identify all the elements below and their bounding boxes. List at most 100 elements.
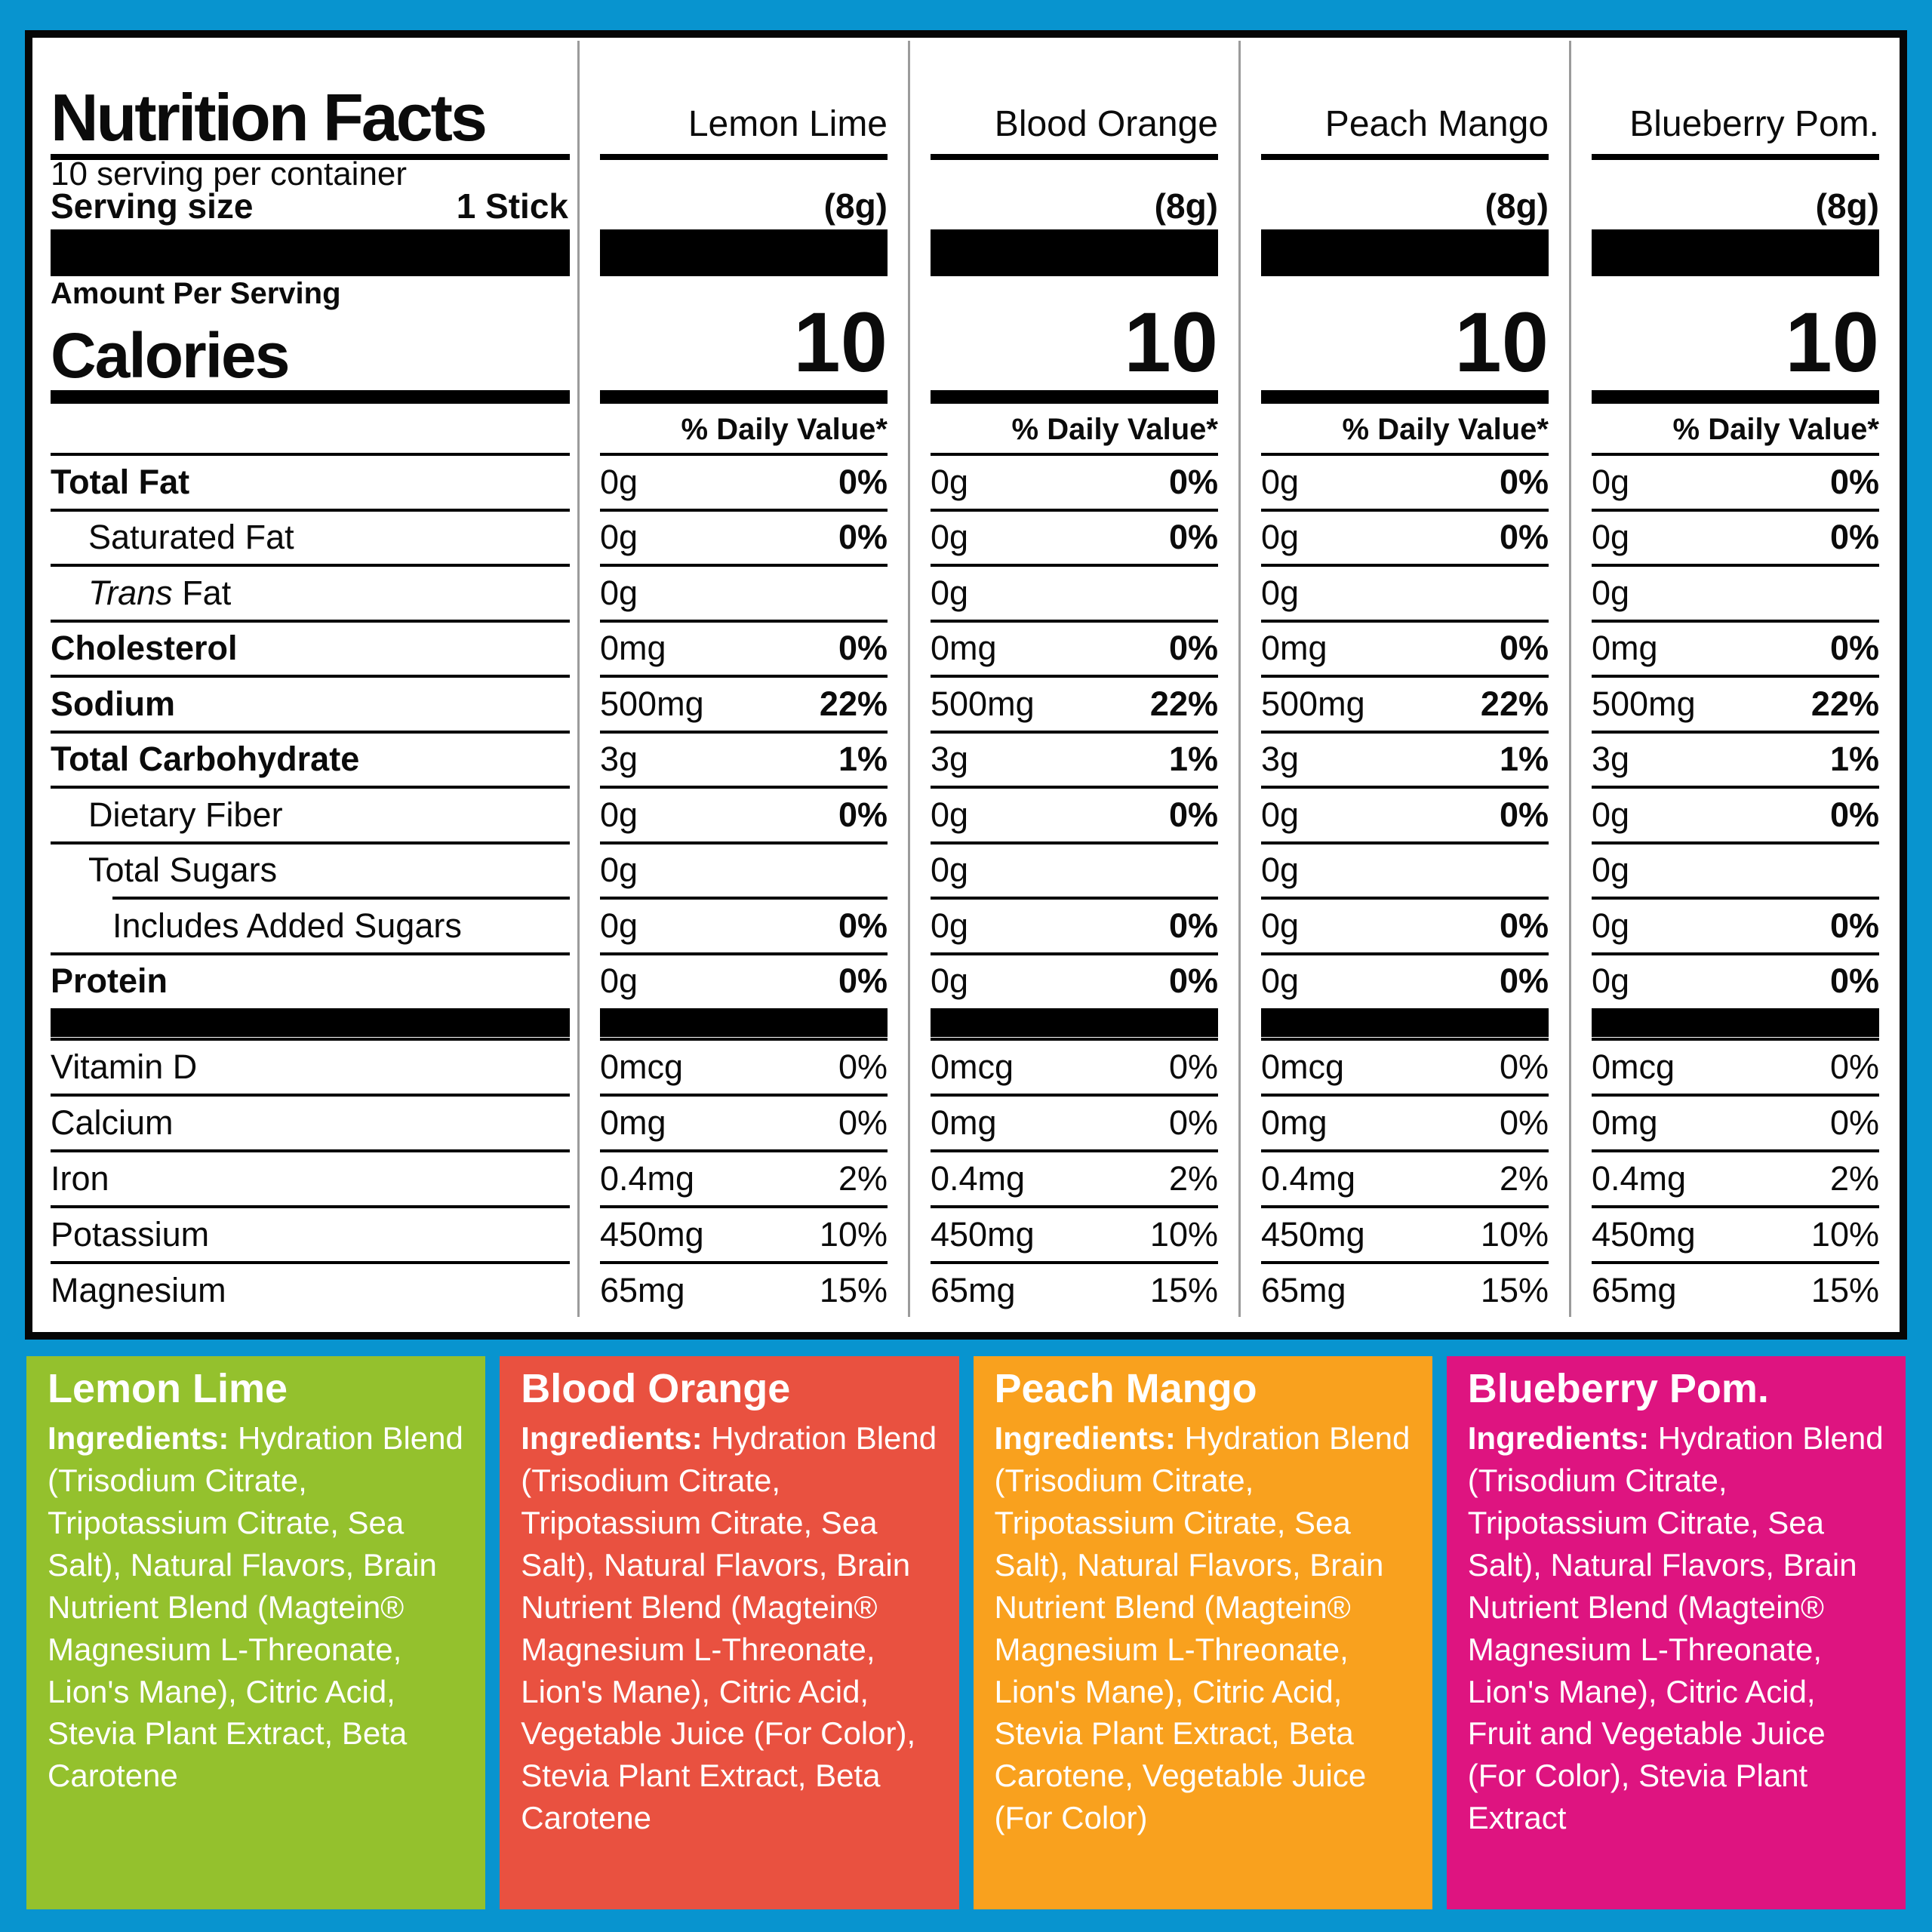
vitamin-daily-value: 10% bbox=[819, 1215, 888, 1254]
nutrient-row-sodium: 500mg 22% bbox=[600, 675, 888, 731]
serving-weight-row: (8g) bbox=[1571, 186, 1900, 226]
nutrient-row-sodium: 500mg 22% bbox=[931, 675, 1218, 731]
nutrient-row-trans-fat: 0g bbox=[931, 564, 1218, 620]
thick-separator-bar bbox=[1571, 226, 1900, 279]
vitamin-amount: 0mcg bbox=[600, 1048, 684, 1086]
daily-value-spacer bbox=[32, 406, 577, 453]
vitamin-row-iron: 0.4mg 2% bbox=[931, 1149, 1218, 1205]
calories-band: 10 bbox=[580, 295, 908, 389]
vitamin-row-magnesium: Magnesium bbox=[51, 1261, 570, 1317]
calories-underline-bar bbox=[32, 388, 577, 406]
nutrient-daily-value: 0% bbox=[1499, 906, 1549, 945]
nutrient-daily-value: 0% bbox=[838, 629, 888, 668]
flavor-column-blueberry-pom: Blueberry Pom. (8g) 10% Daily Value* 0g 0% 0g… bbox=[1569, 41, 1900, 1317]
vitamin-name: Vitamin D bbox=[51, 1048, 198, 1086]
vitamin-row-potassium: 450mg 10% bbox=[600, 1205, 888, 1261]
vitamin-row-iron: 0.4mg 2% bbox=[1592, 1149, 1879, 1205]
vitamin-name: Magnesium bbox=[51, 1271, 226, 1309]
vitamin-amount: 0.4mg bbox=[1592, 1159, 1687, 1198]
nutrient-row-protein: 0g 0% bbox=[931, 952, 1218, 1008]
vitamins-separator-bar bbox=[51, 1008, 570, 1037]
serving-size-value: 1 Stick bbox=[456, 186, 568, 226]
nutrient-daily-value: 0% bbox=[1829, 629, 1879, 668]
ingredients-label: Ingredients: bbox=[521, 1420, 703, 1457]
nutrient-row-dietary-fiber: 0g 0% bbox=[600, 786, 888, 841]
vitamin-daily-value: 0% bbox=[838, 1048, 888, 1086]
amount-per-serving-label: Amount Per Serving bbox=[51, 277, 341, 310]
nutrient-daily-value: 22% bbox=[1149, 684, 1218, 723]
nutrient-daily-value: 0% bbox=[838, 906, 888, 945]
nutrient-row-total-carbohydrate: Total Carbohydrate bbox=[51, 730, 570, 786]
nutrient-daily-value: 0% bbox=[1168, 629, 1218, 668]
nutrient-daily-value: 0% bbox=[1829, 462, 1879, 501]
flavor-column-peach-mango: Peach Mango (8g) 10% Daily Value* 0g 0% 0g 0% 0… bbox=[1238, 41, 1569, 1317]
vitamins-separator-bar bbox=[1261, 1008, 1549, 1037]
vitamin-amount: 450mg bbox=[1592, 1215, 1696, 1254]
vitamin-amount: 65mg bbox=[1592, 1271, 1677, 1309]
vitamin-daily-value: 15% bbox=[819, 1271, 888, 1309]
calories-band: 10 bbox=[1241, 295, 1569, 389]
ingredient-card-flavor-title: Lemon Lime bbox=[48, 1366, 288, 1411]
vitamin-amount: 0mcg bbox=[1592, 1048, 1675, 1086]
vitamin-amount: 0mg bbox=[600, 1103, 666, 1142]
nutrient-amount: 500mg bbox=[1261, 684, 1365, 723]
vitamin-amount: 0mg bbox=[1261, 1103, 1327, 1142]
vitamins-separator-bar bbox=[931, 1008, 1218, 1037]
flavor-name-band: Blueberry Pom. bbox=[1571, 41, 1900, 154]
calories-label: Calories bbox=[51, 320, 290, 391]
nutrient-row-trans-fat: 0g bbox=[1592, 564, 1879, 620]
vitamin-daily-value: 0% bbox=[1499, 1103, 1549, 1142]
serving-weight-row: (8g) bbox=[1241, 186, 1569, 226]
nutrient-amount: 0g bbox=[1592, 961, 1630, 1001]
nutrient-amount: 0g bbox=[931, 573, 969, 612]
nutrient-row-saturated-fat: 0g 0% bbox=[931, 508, 1218, 565]
vitamin-daily-value: 15% bbox=[1810, 1271, 1879, 1309]
nutrient-daily-value: 1% bbox=[1168, 740, 1218, 779]
vitamin-row-potassium: 450mg 10% bbox=[1592, 1205, 1879, 1261]
nutrient-name: Sodium bbox=[51, 684, 175, 723]
vitamins-separator-bar bbox=[600, 1008, 888, 1037]
nutrient-name: Total Carbohydrate bbox=[51, 740, 360, 779]
serving-weight-row: (8g) bbox=[910, 186, 1238, 226]
nutrient-amount: 0g bbox=[1592, 462, 1630, 501]
nutrient-daily-value: 1% bbox=[1829, 740, 1879, 779]
nutrient-row-sodium: Sodium bbox=[51, 675, 570, 731]
vitamin-daily-value: 2% bbox=[1168, 1159, 1218, 1198]
nutrient-amount: 500mg bbox=[1592, 684, 1696, 723]
vitamin-row-potassium: Potassium bbox=[51, 1205, 570, 1261]
nutrient-row-total-carbohydrate: 3g 1% bbox=[931, 730, 1218, 786]
nutrient-daily-value: 0% bbox=[1499, 518, 1549, 557]
vitamin-row-vitamin-d: 0mcg 0% bbox=[600, 1038, 888, 1094]
vitamin-amount: 450mg bbox=[931, 1215, 1035, 1254]
ingredient-card-flavor-title: Peach Mango bbox=[994, 1366, 1257, 1411]
nutrient-row-includes-added-sugars: 0g 0% bbox=[1592, 897, 1879, 952]
ingredients-body: Hydration Blend (Trisodium Citrate, Trip… bbox=[994, 1420, 1411, 1836]
vitamin-daily-value: 0% bbox=[1829, 1103, 1879, 1142]
nutrient-name: Includes Added Sugars bbox=[112, 906, 462, 945]
nutrition-label-column: Nutrition Facts 10 serving per container… bbox=[32, 41, 577, 1317]
ingredient-card-flavor-title: Blueberry Pom. bbox=[1467, 1366, 1769, 1411]
nutrient-label-rows: Total Fat Saturated Fat Trans Fat Cholester… bbox=[32, 453, 577, 1317]
nutrient-row-cholesterol: 0mg 0% bbox=[600, 619, 888, 675]
nutrient-amount: 0g bbox=[931, 518, 969, 557]
vitamin-amount: 0mg bbox=[1592, 1103, 1658, 1142]
nutrient-amount: 0g bbox=[600, 906, 638, 945]
nutrient-amount: 0g bbox=[931, 462, 969, 501]
nutrient-row-saturated-fat: Saturated Fat bbox=[51, 508, 570, 565]
vitamin-daily-value: 15% bbox=[1480, 1271, 1549, 1309]
calories-underline-bar bbox=[1571, 388, 1900, 406]
vitamin-daily-value: 0% bbox=[1168, 1103, 1218, 1142]
daily-value-header-text: % Daily Value* bbox=[1672, 413, 1879, 446]
nutrient-amount: 0g bbox=[1261, 851, 1300, 890]
nutrient-daily-value: 0% bbox=[1499, 629, 1549, 668]
nutrient-row-includes-added-sugars: 0g 0% bbox=[600, 897, 888, 952]
vitamin-name: Potassium bbox=[51, 1215, 210, 1254]
nutrient-row-trans-fat: 0g bbox=[1261, 564, 1549, 620]
nutrient-amount: 0g bbox=[1592, 573, 1630, 612]
nutrient-daily-value: 0% bbox=[1829, 961, 1879, 1001]
nutrient-row-cholesterol: 0mg 0% bbox=[931, 619, 1218, 675]
flavor-name-band: Lemon Lime bbox=[580, 41, 908, 154]
nutrient-row-dietary-fiber: Dietary Fiber bbox=[51, 786, 570, 841]
vitamin-row-magnesium: 65mg 15% bbox=[931, 1261, 1218, 1317]
